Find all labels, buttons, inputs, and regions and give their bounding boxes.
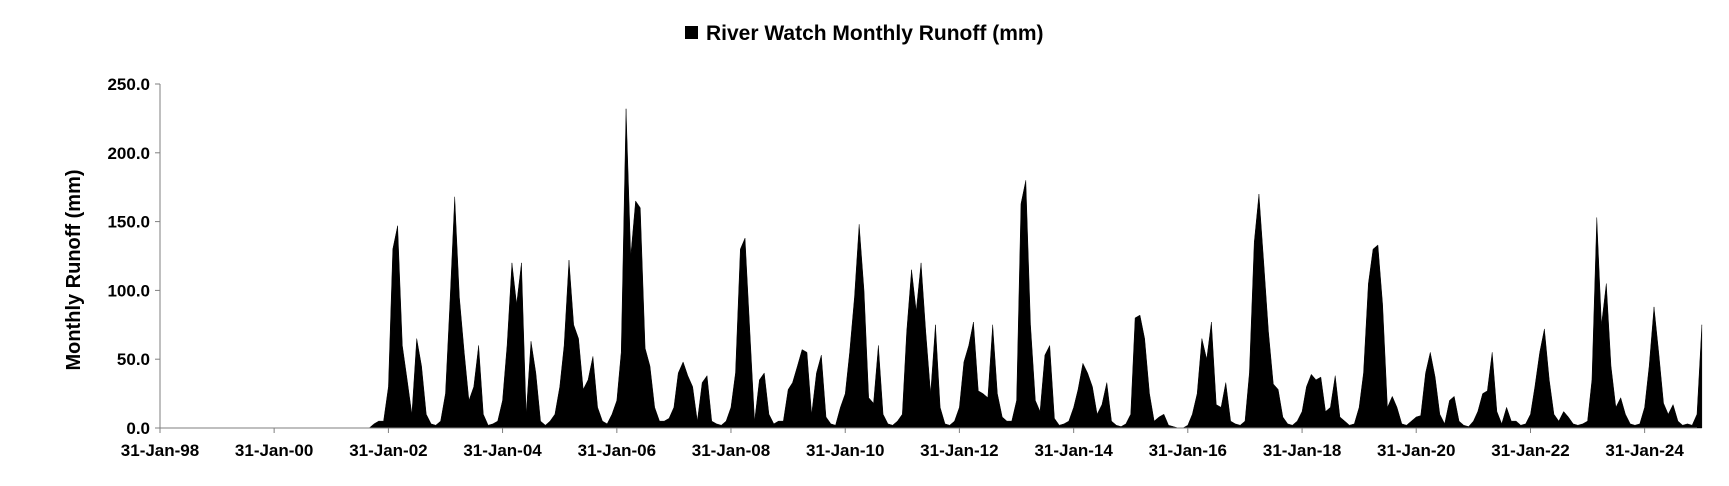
x-tick-label: 31-Jan-04	[463, 441, 542, 460]
x-tick-label: 31-Jan-16	[1149, 441, 1227, 460]
x-tick-label: 31-Jan-02	[349, 441, 427, 460]
legend-label: River Watch Monthly Runoff (mm)	[706, 22, 1044, 45]
x-tick-label: 31-Jan-10	[806, 441, 884, 460]
y-tick-label: 250.0	[107, 75, 150, 94]
x-tick-label: 31-Jan-12	[920, 441, 998, 460]
x-tick-label: 31-Jan-00	[235, 441, 313, 460]
runoff-series-area	[160, 108, 1703, 429]
legend-swatch	[685, 26, 698, 39]
x-tick-label: 31-Jan-06	[578, 441, 656, 460]
x-tick-label: 31-Jan-20	[1377, 441, 1455, 460]
axes-layer	[155, 83, 1697, 433]
y-tick-label: 0.0	[126, 419, 150, 438]
y-tick-label: 150.0	[107, 213, 150, 232]
y-axis-title: Monthly Runoff (mm)	[63, 169, 85, 370]
x-tick-label: 31-Jan-22	[1491, 441, 1569, 460]
x-tick-labels: 31-Jan-98 31-Jan-00 31-Jan-02 31-Jan-04 31-J…	[121, 441, 1685, 460]
x-tick-label: 31-Jan-18	[1263, 441, 1341, 460]
y-tick-label: 50.0	[117, 350, 150, 369]
y-tick-label: 200.0	[107, 144, 150, 163]
y-tick-label: 100.0	[107, 281, 150, 300]
x-tick-label: 31-Jan-14	[1034, 441, 1113, 460]
legend: River Watch Monthly Runoff (mm)	[685, 22, 1044, 45]
area-layer	[160, 108, 1703, 429]
x-tick-label: 31-Jan-08	[692, 441, 770, 460]
x-tick-label: 31-Jan-24	[1605, 441, 1684, 460]
x-tick-label: 31-Jan-98	[121, 441, 199, 460]
y-tick-labels: 0.0 50.0 100.0 150.0 200.0 250.0	[107, 75, 150, 438]
